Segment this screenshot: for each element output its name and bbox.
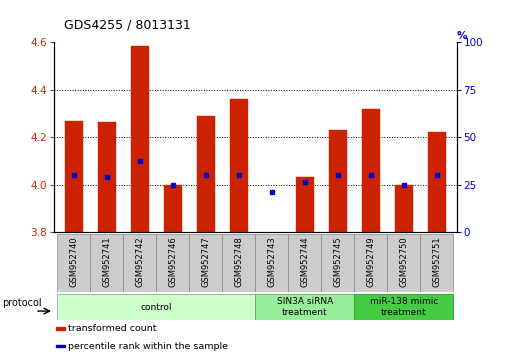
Bar — [57, 294, 255, 320]
Bar — [65, 121, 83, 232]
Text: GSM952745: GSM952745 — [333, 236, 342, 287]
Text: transformed count: transformed count — [68, 324, 156, 333]
Bar — [230, 99, 248, 232]
Text: miR-138 mimic
treatment: miR-138 mimic treatment — [369, 297, 438, 317]
Text: %: % — [457, 30, 467, 41]
Bar — [255, 294, 354, 320]
Bar — [123, 234, 156, 292]
Bar — [90, 234, 123, 292]
Bar — [295, 177, 314, 232]
Bar — [329, 130, 347, 232]
Text: control: control — [141, 303, 172, 312]
Text: SIN3A siRNA
treatment: SIN3A siRNA treatment — [277, 297, 333, 317]
Text: percentile rank within the sample: percentile rank within the sample — [68, 342, 228, 350]
Bar — [428, 132, 446, 232]
Text: GSM952743: GSM952743 — [267, 236, 276, 287]
Bar — [362, 109, 380, 232]
Bar — [156, 234, 189, 292]
Text: GSM952744: GSM952744 — [300, 236, 309, 287]
Text: GSM952741: GSM952741 — [102, 236, 111, 287]
Bar — [222, 234, 255, 292]
Bar — [196, 116, 215, 232]
Text: GSM952749: GSM952749 — [366, 236, 375, 287]
Text: GDS4255 / 8013131: GDS4255 / 8013131 — [64, 19, 191, 32]
Bar — [288, 234, 321, 292]
Bar — [420, 234, 453, 292]
Bar — [56, 345, 65, 347]
Bar — [56, 327, 65, 330]
Bar — [255, 234, 288, 292]
Text: GSM952746: GSM952746 — [168, 236, 177, 287]
Bar — [321, 234, 354, 292]
Bar — [387, 234, 420, 292]
Text: GSM952740: GSM952740 — [69, 236, 78, 287]
Text: GSM952742: GSM952742 — [135, 236, 144, 287]
Bar — [189, 234, 222, 292]
Bar — [97, 122, 116, 232]
Text: protocol: protocol — [3, 298, 42, 308]
Bar — [164, 184, 182, 232]
Text: GSM952750: GSM952750 — [399, 236, 408, 287]
Text: GSM952751: GSM952751 — [432, 236, 441, 287]
Bar — [394, 184, 413, 232]
Bar — [57, 234, 90, 292]
Bar — [131, 46, 149, 232]
Text: GSM952747: GSM952747 — [201, 236, 210, 287]
Bar — [354, 294, 453, 320]
Bar — [354, 234, 387, 292]
Text: GSM952748: GSM952748 — [234, 236, 243, 287]
